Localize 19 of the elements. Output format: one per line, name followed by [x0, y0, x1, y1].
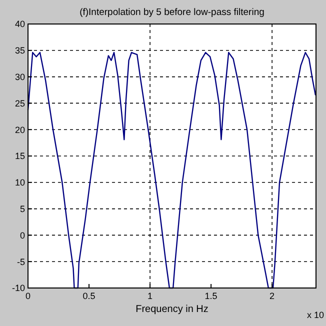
y-tick-label: 15	[14, 151, 25, 162]
y-tick-label: 5	[20, 204, 25, 214]
x-tick-label: 2	[270, 291, 275, 301]
x-tick-label: 0.5	[82, 291, 96, 301]
y-tick-label: 20	[14, 124, 25, 135]
text: x 10	[306, 310, 324, 320]
y-tick-label: -5	[16, 256, 25, 267]
y-tick-label: 10	[14, 178, 25, 188]
chart-title: (f)Interpolation by 5 before low-pass filtering	[80, 7, 264, 18]
y-tick-label: 40	[14, 19, 25, 30]
x-axis-title: Frequency in Hz	[136, 304, 208, 315]
y-tick-label: 0	[20, 230, 25, 240]
y-tick-label: 35	[14, 46, 25, 56]
x-tick-label: 1.5	[204, 291, 218, 301]
y-tick-label: -10	[12, 283, 25, 294]
line-series	[27, 52, 316, 289]
y-tick-label: 25	[14, 98, 25, 108]
y-tick-label: 30	[14, 72, 25, 82]
x-tick-label: 1	[148, 291, 153, 301]
